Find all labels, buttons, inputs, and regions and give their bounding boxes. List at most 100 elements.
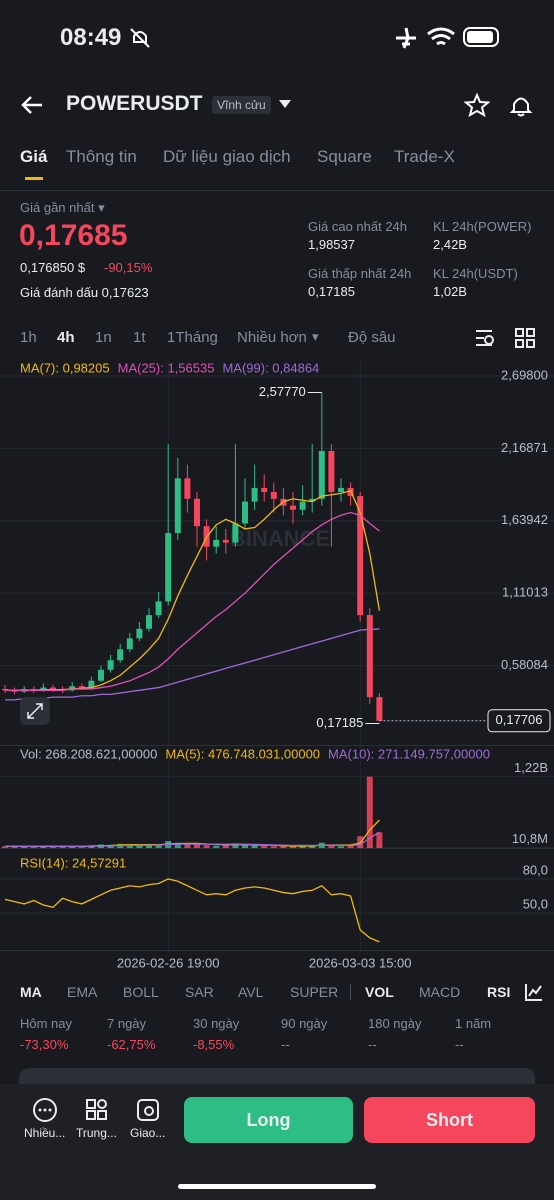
usd-price: 0,176850 $ — [20, 260, 86, 275]
period-change: -62,75% — [107, 1037, 156, 1052]
volume-bar — [126, 845, 133, 848]
y-tick-label: 80,0 — [523, 862, 548, 877]
volume-bar — [347, 845, 354, 848]
indicator-tab[interactable]: SAR — [185, 984, 214, 1000]
stat-label: Giá cao nhất 24h — [308, 219, 408, 234]
indicator-tab[interactable]: RSI — [487, 984, 511, 1000]
period-label: 1 năm — [455, 1016, 492, 1031]
indicator-tab[interactable]: VOL — [365, 984, 394, 1000]
y-tick-label: 2,16871 — [501, 440, 548, 455]
tab[interactable]: Giá — [20, 147, 48, 166]
period-label: 30 ngày — [193, 1016, 240, 1031]
candle-body — [184, 478, 191, 499]
indicator-tab[interactable]: AVL — [238, 984, 264, 1000]
legend-entry: MA(99): 0,84864 — [222, 360, 319, 375]
indicator-line — [5, 819, 380, 848]
y-tick-label: 0,58084 — [501, 657, 548, 672]
candle-body — [309, 498, 316, 502]
period-label: 180 ngày — [368, 1016, 422, 1031]
tab[interactable]: Square — [317, 147, 372, 166]
volume-bar — [69, 846, 76, 848]
chart-settings[interactable] — [474, 327, 538, 349]
volume-bar — [242, 845, 248, 848]
volume-bar — [59, 846, 66, 848]
indicator-tab[interactable]: MACD — [419, 984, 461, 1000]
status-icons — [396, 27, 499, 49]
home-indicator — [178, 1184, 376, 1189]
volume-bar — [184, 843, 191, 848]
candle-body — [155, 601, 162, 616]
candle-body — [174, 478, 181, 534]
annotation-label: 2,57770 — [259, 384, 306, 399]
expand-icon — [27, 703, 43, 719]
candle-body — [50, 687, 56, 689]
volume-bar — [21, 846, 28, 848]
y-tick-label: 10,8M — [512, 831, 548, 846]
watermark: BINANCE — [230, 526, 330, 551]
interval[interactable]: 4h — [57, 329, 75, 346]
period-change: -- — [368, 1037, 377, 1052]
alert-button[interactable] — [509, 93, 533, 117]
volume-bar — [261, 845, 268, 848]
y-tick-label: 1,11013 — [502, 585, 548, 600]
candle-body — [366, 615, 373, 698]
stat-label: KL 24h(POWER) — [433, 219, 532, 234]
indicator-line — [4, 878, 380, 943]
volume-bar — [376, 832, 383, 848]
period-label: Hôm nay — [20, 1016, 73, 1031]
short-button[interactable]: Short — [364, 1097, 535, 1143]
menu-item[interactable]: Giao... — [130, 1126, 166, 1140]
symbol-dropdown[interactable] — [278, 99, 292, 109]
favorite-button[interactable] — [464, 93, 490, 117]
separator — [350, 984, 351, 1000]
y-tick-label: 2,69800 — [501, 367, 548, 382]
bottom-icons — [33, 1098, 159, 1122]
back-button[interactable] — [20, 94, 44, 116]
interval[interactable]: 1t — [133, 329, 146, 346]
tab[interactable]: Trade-X — [394, 147, 455, 166]
volume-bar — [50, 846, 56, 848]
interval[interactable]: 1h — [20, 329, 37, 346]
last-price-box — [487, 709, 551, 733]
x-tick-label: 2026-02-26 19:00 — [117, 955, 220, 970]
menu-item[interactable]: Nhiều... — [24, 1126, 66, 1140]
interval[interactable]: 1n — [95, 329, 112, 346]
menu-item[interactable]: Trung... — [76, 1126, 117, 1140]
charts: 2,69800 2,16871 1,63942 1,11013 0,58084 MA(7)… — [0, 358, 554, 970]
volume-bar — [194, 844, 200, 848]
label: Giá gần nhất — [20, 200, 95, 215]
interval[interactable]: Nhiều hơn — [237, 329, 307, 346]
indicator-tab[interactable]: EMA — [67, 984, 98, 1000]
indicator-tab[interactable]: BOLL — [123, 984, 159, 1000]
tab[interactable]: Dữ liệu giao dịch — [163, 147, 291, 166]
interval[interactable]: 1Tháng — [167, 329, 218, 346]
legend-entry: MA(10): 271.149.757,00000 — [328, 746, 490, 761]
indicator-settings[interactable] — [524, 982, 544, 1002]
volume-bar — [328, 844, 335, 848]
interval[interactable]: Độ sâu — [348, 329, 396, 346]
long-button[interactable]: Long — [184, 1097, 353, 1143]
y-tick-label: 1,63942 — [501, 512, 548, 527]
legend-entry: MA(7): 0,98205 — [20, 360, 110, 375]
volume-bar — [136, 845, 143, 848]
candle-body — [146, 615, 152, 629]
candle-body — [117, 649, 124, 661]
candle-body — [270, 492, 277, 499]
candle-body — [261, 487, 268, 493]
candle-body — [357, 496, 364, 616]
y-tick-label: 1,22B — [514, 760, 548, 775]
volume-bar — [222, 845, 229, 848]
indicator-tab[interactable]: MA — [20, 984, 42, 1000]
candle-body — [165, 533, 172, 602]
legend-entry: RSI(14): 24,57291 — [20, 855, 126, 870]
price-change: -90,15% — [104, 260, 153, 275]
symbol: POWERUSDT — [66, 92, 203, 115]
stat-label: Giá thấp nhất 24h — [308, 266, 412, 281]
indicator-tab[interactable]: SUPER — [290, 984, 339, 1000]
candle-body — [11, 690, 18, 692]
tab[interactable]: Thông tin — [66, 147, 137, 166]
candle-body — [328, 450, 335, 493]
candle-body — [30, 688, 37, 691]
candle-body — [88, 680, 95, 688]
